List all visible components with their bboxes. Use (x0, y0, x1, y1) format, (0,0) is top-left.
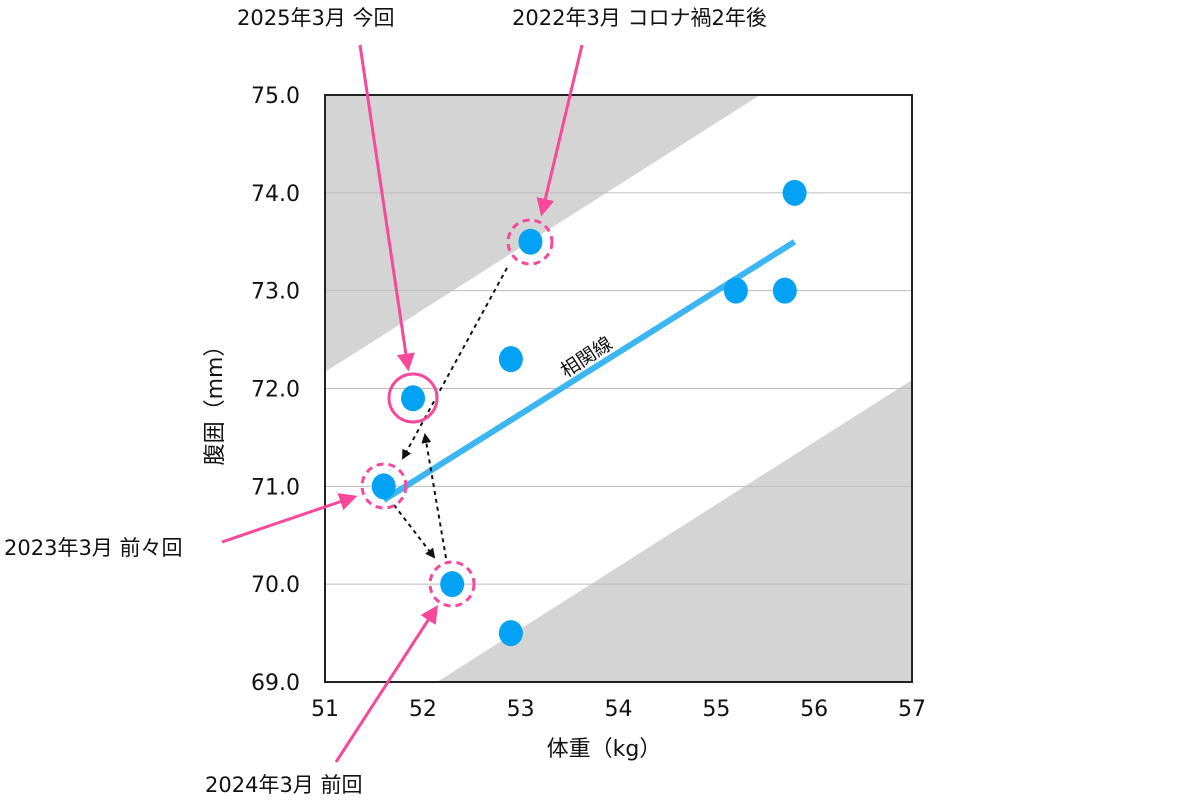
y-tick-label: 71.0 (251, 475, 300, 500)
ring-2024-last (428, 560, 476, 608)
data-point (401, 385, 426, 412)
data-point (440, 571, 465, 598)
y-tick-label: 69.0 (251, 671, 300, 696)
y-tick-label: 73.0 (251, 280, 300, 305)
arrow-before-last (221, 493, 358, 544)
data-point (723, 277, 748, 304)
data-point (498, 346, 523, 373)
data-point (518, 228, 543, 255)
x-tick-label: 53 (507, 697, 535, 722)
arrow-current (358, 44, 415, 372)
highlight-rings (360, 218, 554, 608)
x-axis-title: 体重（kg） (547, 737, 662, 762)
lower-band (437, 380, 912, 682)
y-tick-label: 74.0 (251, 182, 300, 207)
annotation-arrows (221, 44, 584, 763)
data-point (772, 277, 797, 304)
x-tick-label: 55 (702, 697, 730, 722)
transition-arrows (393, 267, 508, 559)
y-axis-title: 腹囲（mm） (203, 335, 228, 466)
x-tick-label: 56 (800, 697, 828, 722)
data-point (498, 620, 523, 647)
label-last: 2024年3月 前回 (205, 773, 362, 797)
label-current: 2025年3月 今回 (237, 6, 394, 30)
gridlines (325, 192, 912, 585)
arrow-last (334, 604, 438, 763)
upper-band (325, 95, 760, 372)
plot-frame (324, 94, 913, 683)
x-tick-label: 57 (898, 697, 926, 722)
arrow-2023-to-2024 (393, 504, 436, 559)
x-tick-label: 54 (605, 697, 633, 722)
label-covid: 2022年3月 コロナ禍2年後 (512, 6, 767, 30)
x-tick-label: 52 (409, 697, 437, 722)
data-points (371, 179, 807, 647)
x-axis-ticks: 51 52 53 54 55 56 57 (311, 697, 926, 722)
shaded-bands (325, 95, 912, 682)
ring-2022-covid (506, 218, 554, 266)
label-before-last: 2023年3月 前々回 (4, 536, 182, 560)
y-tick-label: 72.0 (251, 378, 300, 403)
x-tick-label: 51 (311, 697, 339, 722)
data-point (782, 179, 807, 206)
y-tick-label: 70.0 (251, 573, 300, 598)
arrow-covid (536, 44, 584, 217)
ring-2023-before-last (360, 462, 408, 510)
ring-2025-current (387, 372, 439, 424)
data-point (371, 473, 396, 500)
y-tick-label: 75.0 (251, 84, 300, 109)
y-axis-ticks: 69.0 70.0 71.0 72.0 73.0 74.0 75.0 (251, 84, 300, 696)
